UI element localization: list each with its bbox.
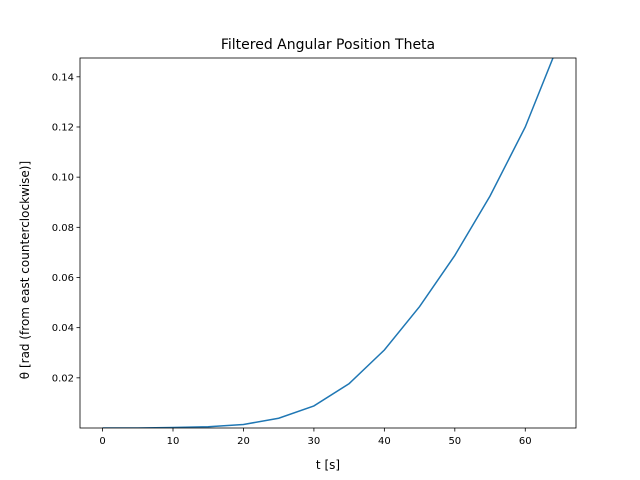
y-tick-label: 0.12 [52, 122, 74, 133]
y-tick-label: 0.02 [52, 373, 74, 384]
x-tick-label: 0 [99, 436, 105, 447]
x-tick-label: 50 [448, 436, 461, 447]
y-tick-label: 0.08 [52, 223, 74, 234]
x-axis-label: t [s] [316, 458, 340, 472]
plot-area [79, 57, 577, 429]
x-tick-label: 20 [237, 436, 250, 447]
x-tick-label: 60 [519, 436, 532, 447]
y-tick-label: 0.10 [52, 173, 74, 184]
series-line-0 [102, 58, 554, 428]
y-tick-label: 0.04 [52, 323, 74, 334]
x-axis-ticks: 0 10 20 30 40 50 60 [99, 428, 532, 447]
axes-frame [79, 57, 577, 429]
chart-title: Filtered Angular Position Theta [221, 37, 435, 53]
y-axis-ticks: 0.02 0.04 0.06 0.08 0.10 0.12 0.14 [52, 72, 80, 384]
y-tick-label: 0.06 [52, 273, 74, 284]
x-tick-label: 40 [378, 436, 391, 447]
x-tick-label: 10 [167, 436, 180, 447]
y-axis-label: θ [rad (from east counterclockwise)] [18, 161, 32, 379]
x-tick-label: 30 [308, 436, 321, 447]
y-tick-label: 0.14 [52, 72, 74, 83]
